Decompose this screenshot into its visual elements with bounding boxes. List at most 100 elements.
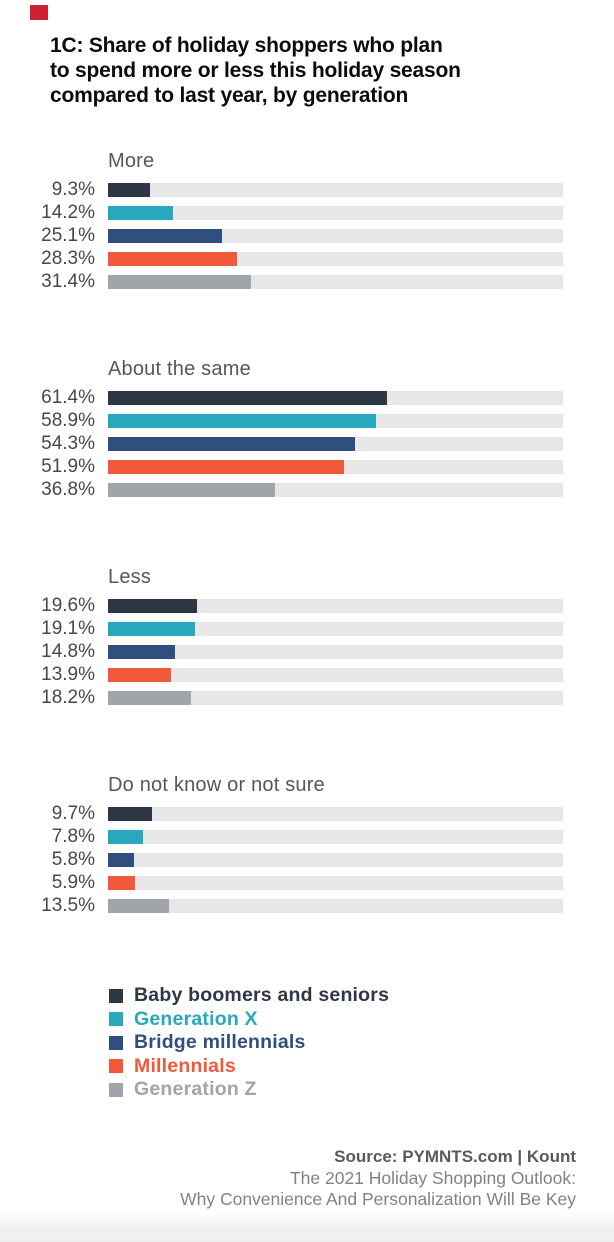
legend-label: Generation X: [134, 1007, 258, 1030]
value-label: 54.3%: [41, 432, 95, 454]
bottom-fade-strip: [0, 1212, 614, 1242]
bar-row: 19.6%: [0, 594, 614, 617]
value-label: 58.9%: [41, 409, 95, 431]
bar-track: [108, 390, 563, 405]
legend-label: Bridge millennials: [134, 1031, 306, 1054]
bar-track: [108, 205, 563, 220]
bar-track: [108, 852, 563, 867]
bar-fill: [108, 413, 376, 428]
footer-line-3: Why Convenience And Personalization Will…: [180, 1189, 576, 1209]
legend: Baby boomers and seniors Generation X Brid…: [109, 984, 389, 1102]
legend-item: Baby boomers and seniors: [109, 984, 389, 1008]
value-label: 9.7%: [51, 802, 95, 824]
bar-track: [108, 598, 563, 613]
bar-row: 36.8%: [0, 478, 614, 501]
chart-title-line: compared to last year, by generation: [50, 84, 409, 107]
bar-row: 14.2%: [0, 201, 614, 224]
bar-row: 28.3%: [0, 247, 614, 270]
bar-fill: [108, 667, 172, 682]
legend-item: Millennials: [109, 1055, 389, 1079]
bar-row: 14.8%: [0, 640, 614, 663]
value-label: 18.2%: [41, 686, 95, 708]
bar-fill: [108, 598, 198, 613]
footer-line-2: The 2021 Holiday Shopping Outlook:: [289, 1167, 576, 1188]
bar-row: 19.1%: [0, 617, 614, 640]
value-label: 51.9%: [41, 455, 95, 477]
bar-fill: [108, 182, 151, 197]
bar-track: [108, 459, 563, 474]
group-title: About the same: [108, 358, 251, 380]
legend-swatch: [109, 1035, 123, 1050]
bar-track: [108, 806, 563, 821]
bar-track: [108, 274, 563, 289]
legend-swatch: [109, 988, 123, 1003]
chart-group: Do not know or not sure 9.7% 7.8% 5.8% 5.9% 1…: [0, 774, 614, 917]
bar-fill: [108, 251, 237, 266]
bar-fill: [108, 482, 276, 497]
bar-fill: [108, 621, 195, 636]
bar-track: [108, 436, 563, 451]
bar-fill: [108, 690, 191, 705]
bar-row: 58.9%: [0, 409, 614, 432]
bar-track: [108, 690, 563, 705]
value-label: 9.3%: [51, 178, 95, 200]
bar-track: [108, 898, 563, 913]
footer: Source: PYMNTS.com | Kount The 2021 Holi…: [180, 1146, 576, 1211]
legend-item: Bridge millennials: [109, 1031, 389, 1055]
bar-row: 13.9%: [0, 663, 614, 686]
chart-title-line: 1C: Share of holiday shoppers who plan: [50, 34, 443, 57]
bar-row: 61.4%: [0, 386, 614, 409]
value-label: 19.6%: [41, 594, 95, 616]
legend-swatch: [109, 1082, 123, 1097]
legend-swatch: [109, 1059, 123, 1074]
legend-item: Generation Z: [109, 1078, 389, 1102]
bar-track: [108, 182, 563, 197]
bar-row: 31.4%: [0, 270, 614, 293]
legend-label: Millennials: [134, 1054, 236, 1077]
value-label: 19.1%: [41, 617, 95, 639]
bar-fill: [108, 436, 356, 451]
bar-row: 9.3%: [0, 178, 614, 201]
bar-track: [108, 413, 563, 428]
chart-group: Less 19.6% 19.1% 14.8% 13.9% 18.2%: [0, 566, 614, 709]
bar-row: 5.9%: [0, 871, 614, 894]
bar-fill: [108, 274, 251, 289]
group-title: Less: [108, 566, 152, 588]
bar-track: [108, 875, 563, 890]
bar-row: 9.7%: [0, 802, 614, 825]
bar-track: [108, 621, 563, 636]
value-label: 14.8%: [41, 640, 95, 662]
bar-row: 25.1%: [0, 224, 614, 247]
bar-row: 51.9%: [0, 455, 614, 478]
bar-track: [108, 251, 563, 266]
bar-fill: [108, 898, 170, 913]
source-line: Source: PYMNTS.com | Kount: [334, 1147, 576, 1166]
value-label: 61.4%: [41, 386, 95, 408]
value-label: 14.2%: [41, 201, 95, 223]
legend-swatch: [109, 1012, 123, 1027]
value-label: 5.9%: [51, 871, 95, 893]
value-label: 36.8%: [41, 478, 95, 500]
chart-title-line: to spend more or less this holiday seaso…: [50, 59, 461, 82]
chart-groups: More 9.3% 14.2% 25.1% 28.3% 31.4% About the sa…: [0, 150, 614, 982]
bar-fill: [108, 205, 173, 220]
value-label: 13.5%: [41, 894, 95, 916]
value-label: 31.4%: [41, 270, 95, 292]
bar-track: [108, 667, 563, 682]
brand-mark: [30, 5, 48, 20]
bar-track: [108, 482, 563, 497]
group-title: More: [108, 150, 155, 172]
value-label: 28.3%: [41, 247, 95, 269]
legend-label: Generation Z: [134, 1078, 257, 1101]
bar-fill: [108, 390, 388, 405]
value-label: 25.1%: [41, 224, 95, 246]
bar-row: 18.2%: [0, 686, 614, 709]
bar-fill: [108, 459, 345, 474]
bar-fill: [108, 829, 144, 844]
chart-group: About the same 61.4% 58.9% 54.3% 51.9% 36.8%: [0, 358, 614, 501]
value-label: 5.8%: [51, 848, 95, 870]
legend-label: Baby boomers and seniors: [134, 984, 390, 1007]
bar-fill: [108, 806, 153, 821]
bar-fill: [108, 228, 223, 243]
bar-track: [108, 228, 563, 243]
